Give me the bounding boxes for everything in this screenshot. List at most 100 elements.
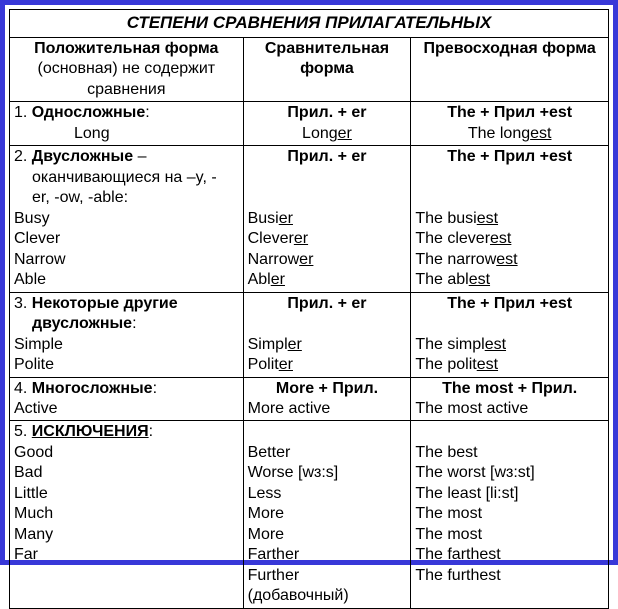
r5-c2-1: Better [248,443,407,463]
r1-c1: 1. Односложные: Long [10,102,244,146]
r1-c2-rule: Прил. + er [287,104,366,121]
r2-c2-rule: Прил. + er [248,147,407,167]
r5-c1: 5. ИСКЛЮЧЕНИЯ: Good Bad Little Much Many… [10,421,244,608]
r4-c2-rule: More + Прил. [248,379,407,399]
r2-c3-rule: The + Прил +est [415,147,604,167]
r3-e1: Simple [14,335,239,355]
r4-colon: : [153,380,157,397]
r2-e3: Narrow [14,250,239,270]
header-col1-main: Положительная форма [34,40,218,57]
r2-title: Двусложные [32,148,133,165]
r3-c2-1b: er [288,336,302,353]
r3-colon: : [132,315,136,332]
r3-e2: Polite [14,355,239,375]
r3-c3-2a: The polit [415,356,476,373]
r3-title1: Некоторые другие [32,295,178,312]
r5-c3-4: The most [415,504,604,524]
r2-c2-2b: er [294,230,308,247]
r5-c3-3: The least [li:st] [415,484,604,504]
r5-e5: Many [14,525,239,545]
row-3: 3. Некоторые другие двусложные: Simple P… [10,292,609,377]
r1-c2-a: Long [302,125,338,142]
r4-c2: More + Прил. More active [243,377,411,421]
r3-c1: 3. Некоторые другие двусложные: Simple P… [10,292,244,377]
r2-c2-4a: Abl [248,271,271,288]
r4-e1: Active [14,399,239,419]
r5-e6: Far [14,545,239,565]
r2-c3-2a: The clever [415,230,490,247]
r4-c2-1: More active [248,399,407,419]
r5-e1: Good [14,443,239,463]
r2-desc2: er, -ow, -able: [14,188,239,208]
table-title: СТЕПЕНИ СРАВНЕНИЯ ПРИЛАГАТЕЛЬНЫХ [9,9,609,37]
r3-c2-1a: Simpl [248,336,288,353]
r2-num: 2. [14,148,32,165]
r3-c3-rule: The + Прил +est [415,294,604,314]
r3-c2-2b: er [279,356,293,373]
r2-c3-1a: The busi [415,210,476,227]
r5-colon: : [149,423,153,440]
r2-c3-4b: est [469,271,490,288]
r2-c2: Прил. + er Busier Cleverer Narrower Able… [243,146,411,292]
r3-c3: The + Прил +est The simplest The polites… [411,292,609,377]
r5-c3-6: The farthest [415,545,604,565]
r2-c1: 2. Двусложные – оканчивающиеся на –y, - … [10,146,244,292]
r2-dash: – [133,148,146,165]
r1-c3-rule: The + Прил +est [447,104,572,121]
r3-num: 3. [14,295,32,312]
r5-c2-3: Less [248,484,407,504]
r5-c2-4: More [248,504,407,524]
r5-c3: The best The worst [wɜ:st] The least [li… [411,421,609,608]
r3-c3-1a: The simpl [415,336,484,353]
r5-e2: Bad [14,463,239,483]
r2-c2-1b: er [279,210,293,227]
r4-title: Многосложные [32,380,153,397]
r2-c3-3b: est [496,251,517,268]
r5-e3: Little [14,484,239,504]
r2-c3-3a: The narrow [415,251,496,268]
r3-c2: Прил. + er Simpler Politer [243,292,411,377]
r5-c2-6: Farther [248,545,407,565]
r1-colon: : [145,104,149,121]
r2-c2-3a: Narrow [248,251,300,268]
inner-frame: СТЕПЕНИ СРАВНЕНИЯ ПРИЛАГАТЕЛЬНЫХ Положит… [9,9,609,556]
header-col1: Положительная форма (основная) не содерж… [10,38,244,102]
r1-c2: Прил. + er Longer [243,102,411,146]
r1-c2-b: er [338,125,352,142]
r2-e1: Busy [14,209,239,229]
r3-c3-1b: est [485,336,506,353]
r2-c2-1a: Busi [248,210,279,227]
r4-c3: The most + Прил. The most active [411,377,609,421]
row-1: 1. Односложные: Long Прил. + er Longer T… [10,102,609,146]
r3-c2-2a: Polit [248,356,279,373]
r2-c3-4a: The abl [415,271,468,288]
header-col2: Сравнительная форма [243,38,411,102]
r4-c3-1: The most active [415,399,604,419]
r5-c3-2: The worst [wɜ:st] [415,463,604,483]
r5-c3-5: The most [415,525,604,545]
r4-c3-rule: The most + Прил. [415,379,604,399]
r2-e2: Clever [14,229,239,249]
r3-title2: двусложные [32,315,132,332]
r4-c1: 4. Многосложные: Active [10,377,244,421]
r2-c3-2b: est [490,230,511,247]
r5-c2-5: More [248,525,407,545]
header-row: Положительная форма (основная) не содерж… [10,38,609,102]
r5-title: ИСКЛЮЧЕНИЯ [32,423,149,440]
row-5: 5. ИСКЛЮЧЕНИЯ: Good Bad Little Much Many… [10,421,609,608]
r2-c3-1b: est [477,210,498,227]
r2-desc1: оканчивающиеся на –y, - [14,168,239,188]
r5-e4: Much [14,504,239,524]
header-col1-sub: (основная) не содержит сравнения [14,59,239,100]
r1-ex: Long [14,124,239,144]
row-4: 4. Многосложные: Active More + Прил. Mor… [10,377,609,421]
comparison-table: Положительная форма (основная) не содерж… [9,37,609,609]
outer-frame: СТЕПЕНИ СРАВНЕНИЯ ПРИЛАГАТЕЛЬНЫХ Положит… [0,0,618,565]
r5-c2-7: Further [248,566,407,586]
r2-c2-4b: er [271,271,285,288]
r1-title: Односложные [32,104,145,121]
r2-e4: Able [14,270,239,290]
r4-num: 4. [14,380,32,397]
header-col3: Превосходная форма [411,38,609,102]
r5-c3-7: The furthest [415,566,604,586]
